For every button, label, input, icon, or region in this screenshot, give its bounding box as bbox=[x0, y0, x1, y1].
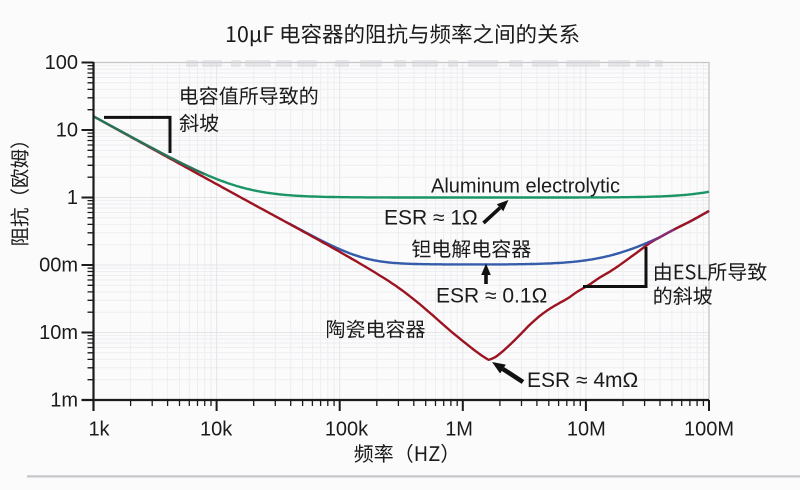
svg-text:ESR ≈ 0.1Ω: ESR ≈ 0.1Ω bbox=[436, 285, 547, 308]
svg-text:Aluminum electrolytic: Aluminum electrolytic bbox=[431, 176, 620, 198]
svg-text:100: 100 bbox=[45, 52, 78, 74]
svg-text:ESR ≈ 1Ω: ESR ≈ 1Ω bbox=[384, 207, 478, 230]
svg-text:10: 10 bbox=[56, 120, 78, 142]
svg-text:10k: 10k bbox=[200, 419, 233, 441]
svg-text:1: 1 bbox=[67, 187, 78, 209]
svg-text:1M: 1M bbox=[445, 419, 473, 441]
svg-text:ESR ≈ 4mΩ: ESR ≈ 4mΩ bbox=[527, 369, 638, 392]
svg-text:1k: 1k bbox=[88, 419, 110, 441]
svg-text:10m: 10m bbox=[39, 322, 78, 344]
svg-text:100k: 100k bbox=[325, 419, 369, 441]
svg-text:00m: 00m bbox=[39, 255, 78, 277]
svg-text:100M: 100M bbox=[684, 419, 734, 441]
svg-text:10M: 10M bbox=[567, 419, 606, 441]
svg-text:1m: 1m bbox=[50, 390, 78, 412]
